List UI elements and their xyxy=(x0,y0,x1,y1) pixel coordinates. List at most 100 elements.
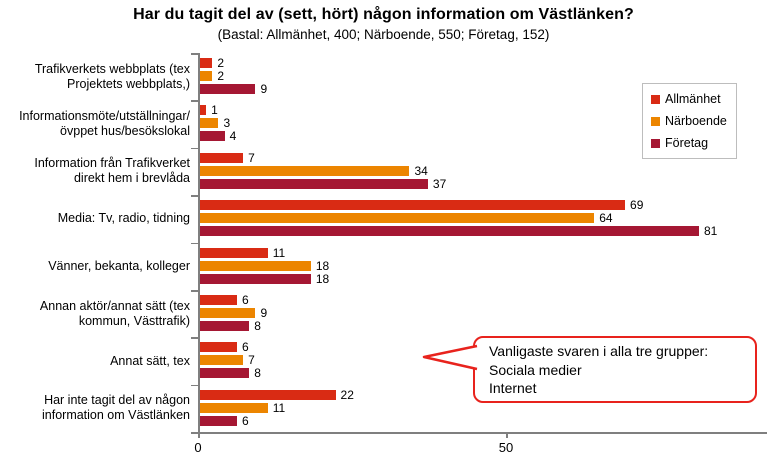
category-label: Trafikverkets webbplats (tex Projektets … xyxy=(34,61,190,91)
bar-cluster: 69 64 81 xyxy=(200,198,717,239)
category-group: Har inte tagit del av någon information … xyxy=(0,385,767,432)
plot-area: Trafikverkets webbplats (tex Projektets … xyxy=(0,53,767,455)
bar-series-0 xyxy=(200,295,237,305)
bar-series-2 xyxy=(200,321,250,331)
category-label: Informationsmöte/utställningar/ övppet h… xyxy=(19,109,190,139)
category-label: Information från Trafikverket direkt hem… xyxy=(34,156,190,186)
bar-value-label: 1 xyxy=(211,103,218,118)
bar-value-label: 64 xyxy=(599,211,613,226)
category-group: Information från Trafikverket direkt hem… xyxy=(0,148,767,195)
bar-value-label: 2 xyxy=(217,69,224,83)
bar-row: 4 xyxy=(200,129,237,144)
bar-value-label: 18 xyxy=(315,258,330,273)
x-axis-tick xyxy=(506,433,508,438)
category-group: Media: Tv, radio, tidning 69 64 81 xyxy=(0,195,767,242)
x-axis-line xyxy=(198,432,767,434)
bar-value-label: 7 xyxy=(248,150,255,165)
bar-value-label: 11 xyxy=(272,245,286,260)
bar-value-label: 8 xyxy=(254,319,261,333)
bar-series-1 xyxy=(200,260,311,271)
bar-series-1 xyxy=(200,355,244,366)
bar-series-0 xyxy=(200,247,268,258)
category-group: Informationsmöte/utställningar/ övppet h… xyxy=(0,100,767,147)
y-axis-tick xyxy=(191,147,198,150)
bar-series-2 xyxy=(200,415,237,426)
bar-value-label: 3 xyxy=(223,116,231,131)
x-axis-tick-label: 50 xyxy=(498,440,514,455)
category-group: Trafikverkets webbplats (tex Projektets … xyxy=(0,53,767,100)
bar-row: 6 xyxy=(200,413,354,428)
bar-row: 6 xyxy=(200,340,261,355)
legend-swatch-icon xyxy=(651,116,660,126)
bar-row: 64 xyxy=(200,211,717,226)
bar-row: 8 xyxy=(200,367,261,379)
bar-value-label: 37 xyxy=(432,176,447,191)
legend-label: Allmänhet xyxy=(665,92,721,106)
bar-value-label: 9 xyxy=(260,82,268,96)
bar-value-label: 6 xyxy=(241,413,249,428)
bar-series-0 xyxy=(200,152,244,163)
bar-row: 18 xyxy=(200,271,330,286)
legend: Allmänhet Närboende Företag xyxy=(642,83,737,159)
category-label: Har inte tagit del av någon information … xyxy=(42,393,190,423)
legend-item-0: Allmänhet xyxy=(651,92,727,106)
y-axis-tick xyxy=(191,432,198,434)
bar-value-label: 18 xyxy=(315,271,330,286)
bar-series-2 xyxy=(200,178,428,189)
bar-value-label: 34 xyxy=(414,163,428,178)
callout-line: Internet xyxy=(489,380,537,396)
bar-series-1 xyxy=(200,402,268,413)
y-axis-tick xyxy=(191,384,198,387)
callout-annotation: Vanligaste svaren i alla tre grupper: Soc… xyxy=(473,336,757,403)
bar-cluster: 7 34 37 xyxy=(200,150,447,192)
bar-row: 6 xyxy=(200,293,267,307)
bar-row: 2 xyxy=(200,69,267,83)
bar-series-1 xyxy=(200,165,410,176)
bar-row: 22 xyxy=(200,387,354,402)
callout-text: Vanligaste svaren i alla tre grupper: Soc… xyxy=(489,342,749,398)
bar-series-2 xyxy=(200,131,225,142)
bar-series-1 xyxy=(200,71,213,81)
y-axis-tick xyxy=(191,290,198,292)
bar-value-label: 9 xyxy=(260,306,268,320)
bar-row: 1 xyxy=(200,103,236,118)
bar-row: 81 xyxy=(200,225,717,237)
bar-series-2 xyxy=(200,273,311,284)
legend-label: Företag xyxy=(665,136,709,150)
bar-value-label: 7 xyxy=(248,353,255,368)
bar-row: 2 xyxy=(200,57,267,69)
bar-value-label: 6 xyxy=(241,293,249,307)
category-group: Annan aktör/annat sätt (tex kommun, Väst… xyxy=(0,290,767,337)
bar-series-0 xyxy=(200,342,237,353)
bar-series-1 xyxy=(200,308,256,318)
bar-value-label: 4 xyxy=(229,129,237,144)
bar-value-label: 6 xyxy=(241,340,249,355)
bar-row: 3 xyxy=(200,116,236,131)
y-axis-line xyxy=(198,53,200,433)
bar-value-label: 22 xyxy=(340,387,354,402)
bar-row: 34 xyxy=(200,163,446,178)
bar-value-label: 69 xyxy=(630,198,644,213)
bar-series-2 xyxy=(200,368,250,379)
category-label: Vänner, bekanta, kolleger xyxy=(48,258,190,273)
bar-series-0 xyxy=(200,58,213,68)
category-label: Annan aktör/annat sätt (tex kommun, Väst… xyxy=(39,298,190,328)
category-group: Annat sätt, tex 6 7 8 xyxy=(0,337,767,384)
chart-title: Har du tagit del av (sett, hört) någon i… xyxy=(133,6,634,23)
bar-series-2 xyxy=(200,226,699,237)
bar-cluster: 11 18 18 xyxy=(200,245,330,287)
x-axis-tick-label: 0 xyxy=(194,440,202,455)
y-axis-tick xyxy=(191,53,198,55)
bar-row: 11 xyxy=(200,400,354,415)
bar-value-label: 11 xyxy=(272,400,286,415)
category-group: Vänner, bekanta, kolleger 11 18 18 xyxy=(0,243,767,290)
bar-series-0 xyxy=(200,389,336,400)
x-axis-tick xyxy=(198,433,200,438)
bar-row: 37 xyxy=(200,176,447,191)
callout-line: Sociala medier xyxy=(489,361,582,378)
